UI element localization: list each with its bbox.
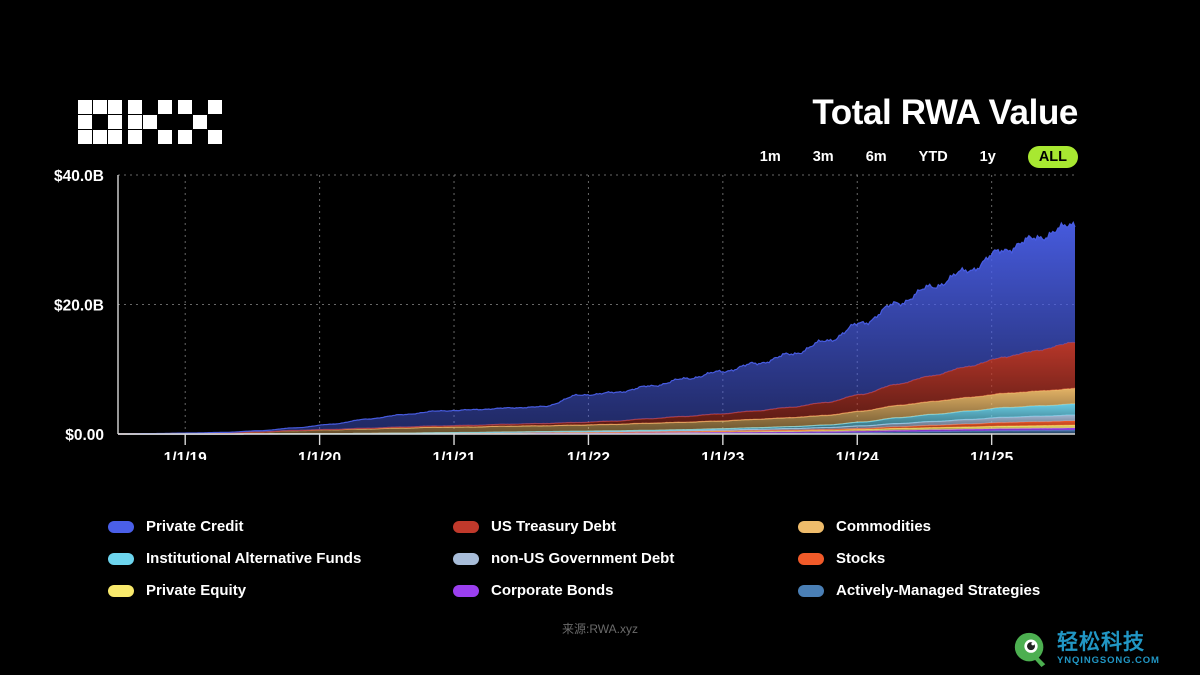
- legend-item[interactable]: Private Equity: [108, 582, 453, 599]
- okx-logo-letter-x: [178, 100, 222, 144]
- watermark-text: 轻松科技 YNQINGSONG.COM: [1057, 632, 1160, 666]
- range-button-6m[interactable]: 6m: [865, 149, 887, 165]
- legend-label: Institutional Alternative Funds: [146, 550, 362, 567]
- legend-item[interactable]: Private Credit: [108, 518, 453, 535]
- x-axis-tick-label: 1/1/25: [970, 450, 1013, 460]
- legend-label: Commodities: [836, 518, 932, 535]
- legend-label: non-US Government Debt: [491, 550, 675, 567]
- stacked-area-chart: $0.00 $20.0B $40.0B 1/1/19 1/1/20 1/1/21 1/1/2…: [54, 168, 1076, 460]
- range-button-3m[interactable]: 3m: [812, 149, 834, 165]
- watermark-en-label: YNQINGSONG.COM: [1057, 655, 1160, 667]
- legend-swatch-icon: [108, 584, 134, 597]
- legend-item[interactable]: Corporate Bonds: [453, 582, 798, 599]
- legend-item[interactable]: Institutional Alternative Funds: [108, 550, 453, 567]
- legend-swatch-icon: [798, 552, 824, 565]
- x-axis-tick-label: 1/1/20: [298, 450, 341, 460]
- okx-logo-letter-o: [78, 100, 122, 144]
- okx-logo: [78, 100, 222, 144]
- legend-item[interactable]: Actively-Managed Strategies: [798, 582, 1098, 599]
- legend-label: Corporate Bonds: [491, 582, 614, 599]
- legend-item[interactable]: non-US Government Debt: [453, 550, 798, 567]
- x-axis-tick-label: 1/1/19: [164, 450, 207, 460]
- legend-swatch-icon: [108, 520, 134, 533]
- watermark: 轻松科技 YNQINGSONG.COM: [1012, 630, 1160, 668]
- legend-swatch-icon: [798, 584, 824, 597]
- legend-label: Stocks: [836, 550, 886, 567]
- y-axis-tick-label: $20.0B: [54, 298, 104, 315]
- legend-label: Private Equity: [146, 582, 247, 599]
- range-button-ytd[interactable]: YTD: [918, 149, 948, 165]
- watermark-q-icon: [1014, 632, 1046, 668]
- y-axis-tick-label: $0.00: [65, 427, 104, 444]
- time-range-selector[interactable]: 1m 3m 6m YTD 1y ALL: [760, 146, 1078, 168]
- legend-item[interactable]: Stocks: [798, 550, 1098, 567]
- legend-label: US Treasury Debt: [491, 518, 617, 535]
- chart-legend: Private Credit US Treasury Debt Commoditie…: [108, 518, 1098, 599]
- watermark-cn-label: 轻松科技: [1057, 631, 1145, 655]
- x-axis-tick-label: 1/1/24: [836, 450, 879, 460]
- legend-swatch-icon: [453, 584, 479, 597]
- x-axis-tick-label: 1/1/22: [567, 450, 610, 460]
- legend-swatch-icon: [108, 552, 134, 565]
- range-button-all[interactable]: ALL: [1027, 146, 1078, 168]
- range-button-1y[interactable]: 1y: [979, 149, 996, 165]
- page-title: Total RWA Value: [812, 93, 1078, 132]
- legend-label: Private Credit: [146, 518, 244, 535]
- legend-item[interactable]: Commodities: [798, 518, 1098, 535]
- y-axis-tick-label: $40.0B: [54, 168, 104, 185]
- x-axis-tick-label: 1/1/23: [701, 450, 744, 460]
- legend-swatch-icon: [453, 552, 479, 565]
- legend-item[interactable]: US Treasury Debt: [453, 518, 798, 535]
- range-button-1m[interactable]: 1m: [759, 149, 781, 165]
- legend-swatch-icon: [798, 520, 824, 533]
- chart-plot-area: $0.00 $20.0B $40.0B 1/1/19 1/1/20 1/1/21 1/1/2…: [0, 160, 1200, 460]
- source-attribution: 来源:RWA.xyz: [561, 622, 638, 636]
- x-axis-tick-label: 1/1/21: [432, 450, 475, 460]
- okx-logo-letter-k: [128, 100, 172, 144]
- legend-swatch-icon: [453, 520, 479, 533]
- legend-label: Actively-Managed Strategies: [836, 582, 1041, 599]
